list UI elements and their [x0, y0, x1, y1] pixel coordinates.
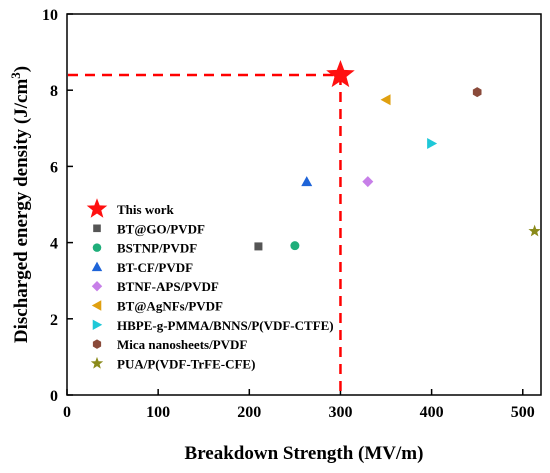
- data-point-pua-p-vdf-trfe-cfe: [528, 224, 541, 237]
- highlight-guides: [68, 73, 342, 394]
- legend-marker-this-work: [86, 198, 108, 218]
- y-axis-title: Discharged energy density (J/cm3): [8, 66, 32, 343]
- legend-marker-hbpe-g-pmma-bnns-p-vdf-ctfe: [92, 319, 103, 331]
- x-tick-label: 100: [146, 404, 170, 421]
- legend-label-pua-p-vdf-trfe-cfe: PUA/P(VDF-TrFE-CFE): [117, 356, 255, 371]
- x-axis-title: Breakdown Strength (MV/m): [185, 443, 424, 464]
- x-tick-label: 300: [328, 404, 352, 421]
- y-tick-label: 6: [50, 159, 58, 176]
- data-point-bt-agnfs-pvdf: [380, 94, 391, 106]
- plot-area-frame: [66, 13, 542, 396]
- data-point-this-work: [326, 59, 355, 88]
- legend-marker-bt-agnfs-pvdf: [91, 300, 102, 311]
- data-point-btnf-aps-pvdf: [362, 176, 374, 188]
- legend-marker-btnf-aps-pvdf: [91, 280, 103, 292]
- legend-marker-bstnp-pvdf: [92, 243, 102, 252]
- y-tick-label: 4: [50, 236, 58, 253]
- y-axis-title-end: ): [11, 66, 32, 72]
- y-tick-label: 2: [50, 312, 58, 329]
- y-axis-title-main: Discharged energy density (J/cm: [11, 79, 32, 344]
- y-tick-label: 10: [42, 7, 58, 24]
- legend-marker-mica-nanosheets-pvdf: [92, 339, 102, 349]
- legend-label-bt-cf-pvdf: BT-CF/PVDF: [117, 260, 193, 275]
- y-tick-label: 0: [50, 388, 58, 405]
- legend-marker-pua-p-vdf-trfe-cfe: [90, 356, 104, 369]
- legend-label-bstnp-pvdf: BSTNP/PVDF: [117, 241, 197, 256]
- data-point-bstnp-pvdf: [290, 241, 300, 251]
- y-axis-title-superscript: 3: [8, 72, 23, 79]
- x-tick-label: 400: [420, 404, 444, 421]
- legend: This work BT@GO/PVDF BSTNP/PVDF BT-CF/PVDF B…: [86, 198, 334, 371]
- x-tick-label: 500: [511, 404, 535, 421]
- x-tick-label: 200: [237, 404, 261, 421]
- legend-label-bt-go-pvdf: BT@GO/PVDF: [117, 221, 205, 236]
- data-point-bt-go-pvdf: [254, 242, 263, 251]
- y-tick-label: 8: [50, 83, 58, 100]
- legend-marker-bt-go-pvdf: [93, 224, 101, 233]
- legend-marker-bt-cf-pvdf: [91, 261, 103, 272]
- x-tick-label: 0: [63, 404, 71, 421]
- data-point-bt-cf-pvdf: [301, 176, 313, 187]
- data-point-mica-nanosheets-pvdf: [472, 87, 482, 98]
- legend-label-bt-agnfs-pvdf: BT@AgNFs/PVDF: [117, 299, 223, 314]
- axis-ticks: 0 100 200 300 400 500 0 2 4 6 8 10: [42, 7, 535, 421]
- data-markers: [254, 59, 541, 251]
- data-point-hbpe-g-pmma-bnns-p-vdf-ctfe: [427, 138, 438, 150]
- legend-label-mica-nanosheets-pvdf: Mica nanosheets/PVDF: [117, 337, 247, 352]
- legend-label-hbpe-g-pmma-bnns-p-vdf-ctfe: HBPE-g-PMMA/BNNS/P(VDF-CTFE): [117, 318, 334, 333]
- legend-label-this-work: This work: [117, 202, 174, 217]
- legend-label-btnf-aps-pvdf: BTNF-APS/PVDF: [117, 279, 219, 294]
